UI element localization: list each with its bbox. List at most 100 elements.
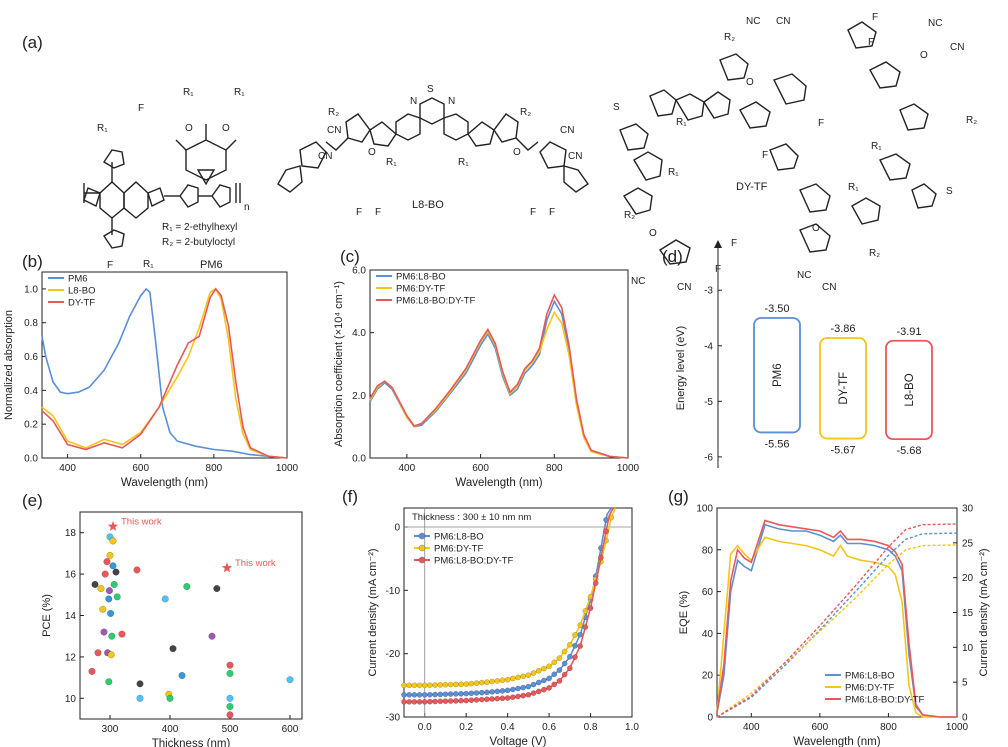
panel-label-f: (f): [342, 487, 358, 506]
y-tick-label: 12: [65, 652, 77, 663]
jv-marker: [427, 682, 433, 688]
data-point: [110, 580, 118, 589]
jv-marker: [401, 692, 407, 698]
jv-marker: [442, 681, 449, 688]
jv-marker: [432, 691, 438, 698]
jv-marker: [567, 654, 573, 660]
jv-marker: [572, 632, 578, 638]
l8bo-o-right: O: [513, 147, 521, 158]
dytf-f-b1: F: [731, 238, 737, 249]
y-tick-label: 18: [65, 528, 77, 539]
x-tick-label: 600: [282, 724, 299, 735]
jv-marker: [556, 667, 563, 673]
material-name: L8-BO: [904, 373, 916, 406]
dytf-o-b: O: [649, 228, 657, 239]
x-tick-label: 1000: [276, 463, 299, 474]
l8bo-s-top: S: [427, 84, 434, 95]
eqe-curve: [716, 536, 957, 718]
y-tick-label: -30: [386, 713, 401, 724]
y-tick-label: 16: [65, 570, 77, 581]
x-tick-label: 600: [132, 463, 149, 474]
pm6-f-bottom: F: [107, 260, 113, 271]
jv-marker: [541, 677, 547, 684]
series-line: [369, 310, 629, 459]
l8bo-r2-right: R₂: [520, 107, 531, 118]
x-axis-label: Wavelength (nm): [793, 736, 880, 747]
data-point: [107, 651, 115, 659]
jv-marker: [416, 692, 423, 698]
x-axis-label: Wavelength (nm): [455, 477, 542, 489]
jv-marker: [499, 677, 506, 684]
y-tick-label: 100: [696, 504, 713, 515]
jv-marker: [421, 682, 428, 689]
jv-marker: [406, 692, 412, 698]
jv-marker: [421, 699, 428, 705]
dytf-s-a: S: [613, 102, 620, 113]
y-right-tick-label: 25: [962, 538, 974, 549]
pm6-r1-acc-right: R₁: [234, 87, 245, 98]
x-tick-label: 800: [880, 722, 897, 733]
dytf-nc-right: NC: [928, 18, 942, 29]
jv-marker: [478, 696, 485, 703]
data-point: [208, 632, 216, 640]
jv-marker: [561, 660, 568, 667]
jv-marker: [447, 681, 454, 688]
jv-marker: [561, 671, 568, 678]
panel-a: (a) F R₁ F R₁ R₁ R₁ O: [22, 12, 977, 293]
pm6-o-right: O: [222, 123, 230, 134]
jv-marker: [556, 678, 563, 684]
y-tick-label: -4: [704, 341, 713, 352]
y-axis-label: EQE (%): [678, 591, 690, 634]
jv-marker: [411, 692, 418, 698]
data-point: [109, 562, 117, 570]
panel-label-e: (e): [22, 491, 43, 510]
jv-marker: [401, 682, 407, 689]
panel-e: (e) 300 400 500 600 10 12 14 16 18 Thickness (nm)…: [22, 491, 303, 747]
x-tick-label: 1.0: [625, 722, 639, 733]
dytf-structure: [619, 21, 937, 265]
data-point: [226, 711, 234, 719]
jv-marker: [427, 698, 433, 705]
pm6-structure: [83, 124, 241, 249]
y-tick-label: 14: [65, 611, 77, 622]
dytf-r2-d: R₂: [966, 115, 977, 126]
jv-marker: [489, 678, 495, 685]
y-tick-label: 60: [702, 587, 714, 598]
l8bo-cn-right: CN: [560, 125, 574, 136]
jv-marker: [437, 698, 444, 705]
jv-marker: [453, 698, 459, 704]
l8bo-cn-right-2: CN: [568, 151, 582, 162]
jv-marker: [510, 686, 516, 693]
l8bo-n-right: N: [448, 96, 455, 107]
lumo-value: -3.50: [764, 303, 789, 315]
data-point: [107, 609, 115, 617]
legend-entry: PM6:L8-BO:DY-TF: [396, 296, 476, 307]
dytf-r1-d: R₁: [871, 141, 882, 152]
jv-marker: [421, 692, 428, 698]
y-tick-label: -3: [704, 286, 713, 297]
data-point: [112, 568, 120, 576]
x-tick-label: 600: [472, 463, 489, 474]
pm6-r1-top: R₁: [97, 123, 108, 134]
legend-marker: [418, 532, 426, 540]
jv-marker: [494, 688, 501, 695]
jv-marker: [587, 605, 594, 611]
data-point: [97, 585, 105, 593]
dytf-nc-b: NC: [631, 276, 645, 287]
x-tick-label: 0.8: [584, 722, 598, 733]
y-tick-label: 4.0: [352, 328, 366, 339]
y-axis-label: Normalized absorption: [3, 310, 15, 420]
x-tick-label: 0.0: [418, 722, 432, 733]
jv-marker: [535, 688, 542, 695]
y-right-tick-label: 10: [962, 643, 974, 654]
jv-marker: [494, 678, 501, 684]
data-point: [286, 676, 294, 684]
x-tick-label: 400: [162, 724, 179, 735]
jv-marker: [525, 692, 532, 698]
data-point: [109, 537, 117, 545]
y-tick-label: 6.0: [352, 266, 366, 277]
jv-marker: [598, 554, 604, 561]
x-tick-label: 0.2: [459, 722, 473, 733]
l8bo-f-right-1: F: [530, 207, 536, 218]
jv-marker: [489, 696, 495, 702]
